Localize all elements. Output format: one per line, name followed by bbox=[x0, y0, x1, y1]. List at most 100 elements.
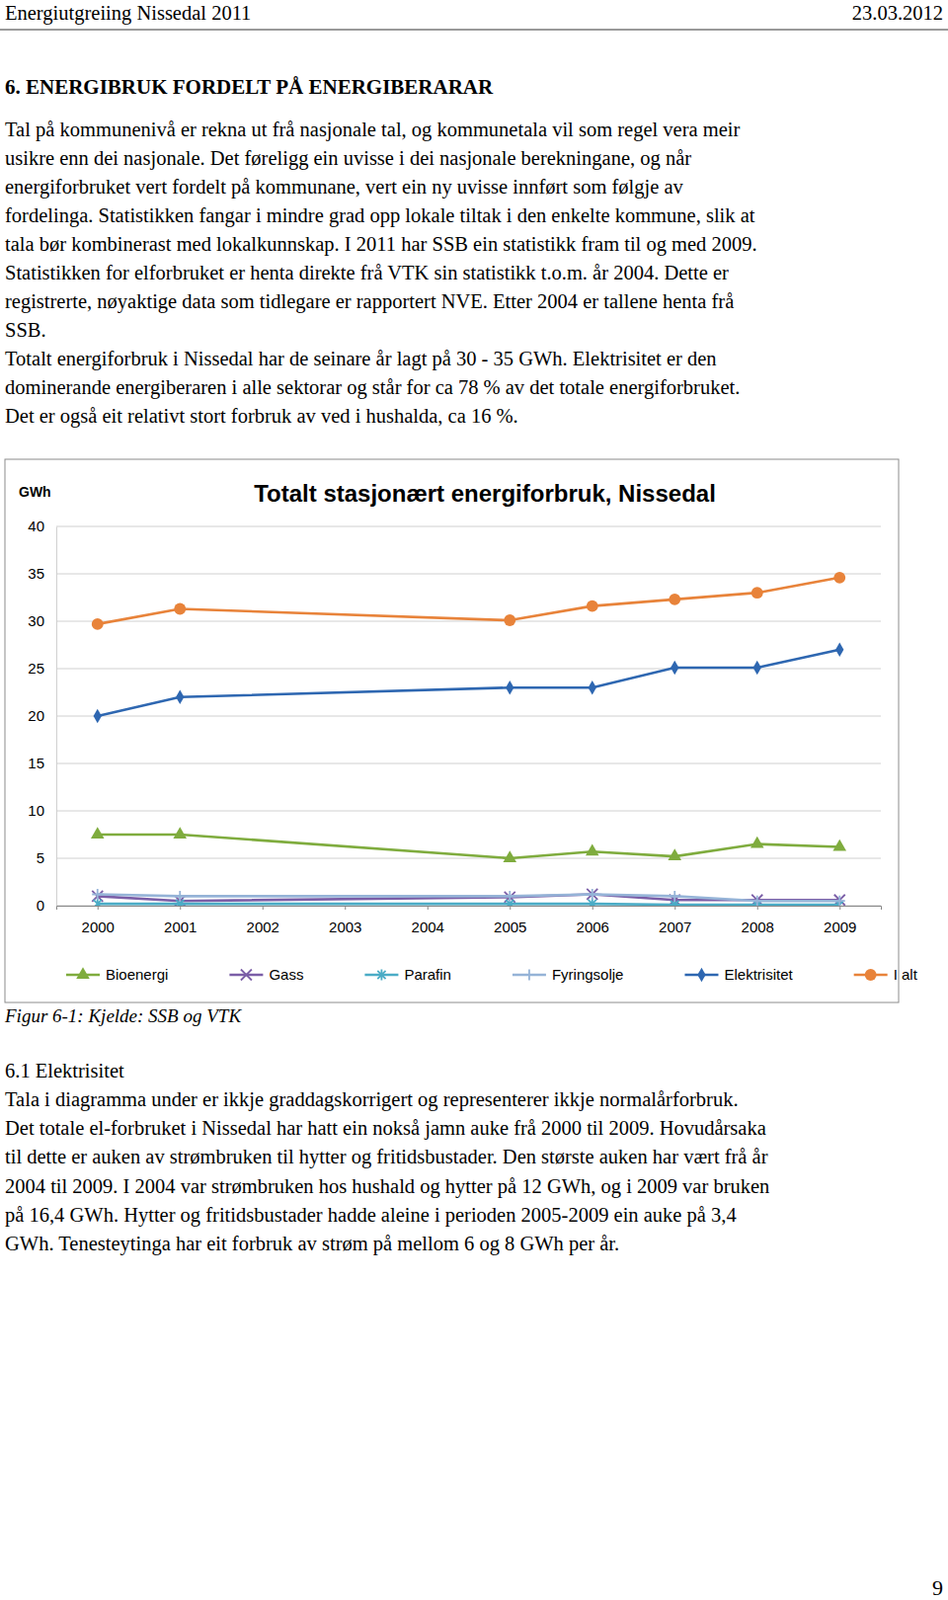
x-tick-mark bbox=[262, 905, 264, 910]
y-tick-label: 40 bbox=[27, 517, 45, 535]
series-line bbox=[97, 834, 841, 859]
x-tick-label: 2003 bbox=[328, 918, 362, 936]
y-tick-label: 30 bbox=[27, 612, 45, 630]
body-line: SSB. bbox=[4, 318, 47, 341]
body-line: registrerte, nøyaktige data som tidlegar… bbox=[4, 290, 734, 314]
series-marker bbox=[172, 826, 187, 839]
x-tick: 2007 bbox=[658, 905, 692, 936]
x-tick-mark bbox=[592, 905, 594, 910]
y-tick-label: 5 bbox=[36, 849, 45, 867]
page-number: 9 bbox=[932, 1575, 944, 1600]
y-tick-label: 35 bbox=[27, 564, 45, 582]
legend-item: Gass bbox=[229, 965, 304, 983]
y-axis-label: GWh bbox=[18, 483, 52, 500]
y-tick: 20 bbox=[27, 707, 57, 724]
x-axis-line bbox=[57, 906, 882, 911]
legend-marker bbox=[697, 967, 706, 982]
chart-frame bbox=[4, 459, 899, 1003]
series-marker bbox=[670, 660, 679, 675]
series-marker bbox=[504, 890, 516, 902]
x-tick-mark bbox=[674, 905, 676, 910]
legend-label: Elektrisitet bbox=[723, 965, 793, 983]
x-tick: 2006 bbox=[576, 905, 610, 936]
y-tick-label: 20 bbox=[27, 707, 45, 724]
header-rule bbox=[0, 29, 948, 31]
series-marker bbox=[586, 600, 599, 613]
y-tick: 5 bbox=[36, 849, 57, 867]
series-marker bbox=[91, 618, 104, 631]
series-marker bbox=[586, 888, 598, 900]
x-tick-label: 2006 bbox=[576, 918, 610, 936]
y-tick-label: 0 bbox=[36, 896, 45, 914]
legend: BioenergiGassParafinFyringsoljeElektrisi… bbox=[66, 965, 919, 983]
series-marker bbox=[502, 850, 517, 863]
x-tick-label: 2005 bbox=[493, 918, 527, 936]
body-line: på 16,4 GWh. Hytter og fritidsbustader h… bbox=[4, 1203, 737, 1227]
series-marker bbox=[667, 848, 682, 861]
series-marker bbox=[505, 680, 514, 695]
body-line: fordelinga. Statistikken fangar i mindre… bbox=[4, 204, 756, 228]
body-line: til dette er auken av strømbruken til hy… bbox=[4, 1145, 769, 1169]
x-tick: 2009 bbox=[823, 905, 857, 936]
legend-label: Gass bbox=[268, 965, 304, 983]
plot-area bbox=[90, 571, 847, 906]
x-tick-mark bbox=[427, 905, 429, 910]
series-marker bbox=[834, 895, 846, 906]
series-marker bbox=[585, 843, 600, 856]
header-title: Energiutgreiing Nissedal 2011 bbox=[4, 1, 251, 25]
series-marker bbox=[173, 603, 186, 616]
body-line: Tala i diagramma under er ikkje graddags… bbox=[4, 1088, 739, 1111]
y-axis: 0 5 10 15 20 25 30 35 40 bbox=[27, 517, 57, 914]
y-axis-line bbox=[56, 527, 58, 907]
grid-line bbox=[56, 858, 881, 860]
series-marker bbox=[751, 586, 764, 599]
legend-marker bbox=[76, 966, 90, 979]
x-tick-mark bbox=[179, 905, 181, 910]
x-tick-mark bbox=[97, 905, 99, 910]
x-tick: 2002 bbox=[246, 905, 280, 936]
x-tick: 2005 bbox=[493, 905, 527, 936]
grid-line bbox=[56, 763, 881, 765]
page: Energiutgreiing Nissedal 201123.03.20126… bbox=[0, 0, 948, 1600]
x-tick-mark bbox=[839, 905, 841, 910]
series-marker bbox=[174, 890, 186, 902]
legend-marker bbox=[240, 969, 252, 981]
body-line: Tal på kommunenivå er rekna ut frå nasjo… bbox=[4, 118, 740, 142]
series-marker bbox=[588, 680, 597, 695]
x-tick-mark bbox=[757, 905, 759, 910]
x-tick: 2008 bbox=[741, 905, 775, 936]
grid-line bbox=[56, 573, 881, 575]
x-tick-mark bbox=[344, 905, 346, 910]
series-marker bbox=[93, 709, 102, 723]
x-axis: 2000 2001 2002 2003 2004 2005 2006 2007 2008 2009 bbox=[57, 905, 882, 936]
body-line: Det totale el-forbruket i Nissedal har h… bbox=[4, 1116, 767, 1140]
body-line: Totalt energiforbruk i Nissedal har de s… bbox=[4, 347, 717, 371]
body-line: tala bør kombinerast med lokalkunnskap. … bbox=[4, 233, 758, 256]
series-line bbox=[97, 577, 841, 625]
x-tick-label: 2001 bbox=[163, 918, 197, 936]
x-tick: 2000 bbox=[81, 905, 115, 936]
x-tick-label: 2009 bbox=[823, 918, 857, 936]
section-heading: 6. ENERGIBRUK FORDELT PÅ ENERGIBERARAR bbox=[4, 75, 494, 99]
legend-label: I alt bbox=[893, 965, 919, 983]
y-tick: 25 bbox=[27, 659, 57, 677]
series-line bbox=[97, 893, 841, 901]
x-tick-label: 2004 bbox=[411, 918, 445, 936]
legend-label: Bioenergi bbox=[105, 965, 168, 983]
chart: Totalt stasjonært energiforbruk, Nisseda… bbox=[4, 459, 919, 1003]
legend-item: Bioenergi bbox=[66, 965, 168, 983]
x-tick-label: 2002 bbox=[246, 918, 280, 936]
legend-item: I alt bbox=[854, 965, 919, 983]
y-tick: 15 bbox=[27, 754, 57, 772]
subsection-heading: 6.1 Elektrisitet bbox=[4, 1059, 125, 1082]
x-tick: 2003 bbox=[328, 905, 362, 936]
series-line bbox=[97, 893, 841, 901]
figure-caption: Figur 6-1: Kjelde: SSB og VTK bbox=[3, 1005, 242, 1027]
x-tick-label: 2007 bbox=[658, 918, 692, 936]
legend-marker bbox=[865, 968, 877, 981]
y-tick: 30 bbox=[27, 612, 57, 630]
series-marker bbox=[750, 836, 765, 849]
y-tick-label: 25 bbox=[27, 659, 45, 677]
y-tick-label: 10 bbox=[27, 801, 45, 819]
x-tick-label: 2008 bbox=[741, 918, 775, 936]
